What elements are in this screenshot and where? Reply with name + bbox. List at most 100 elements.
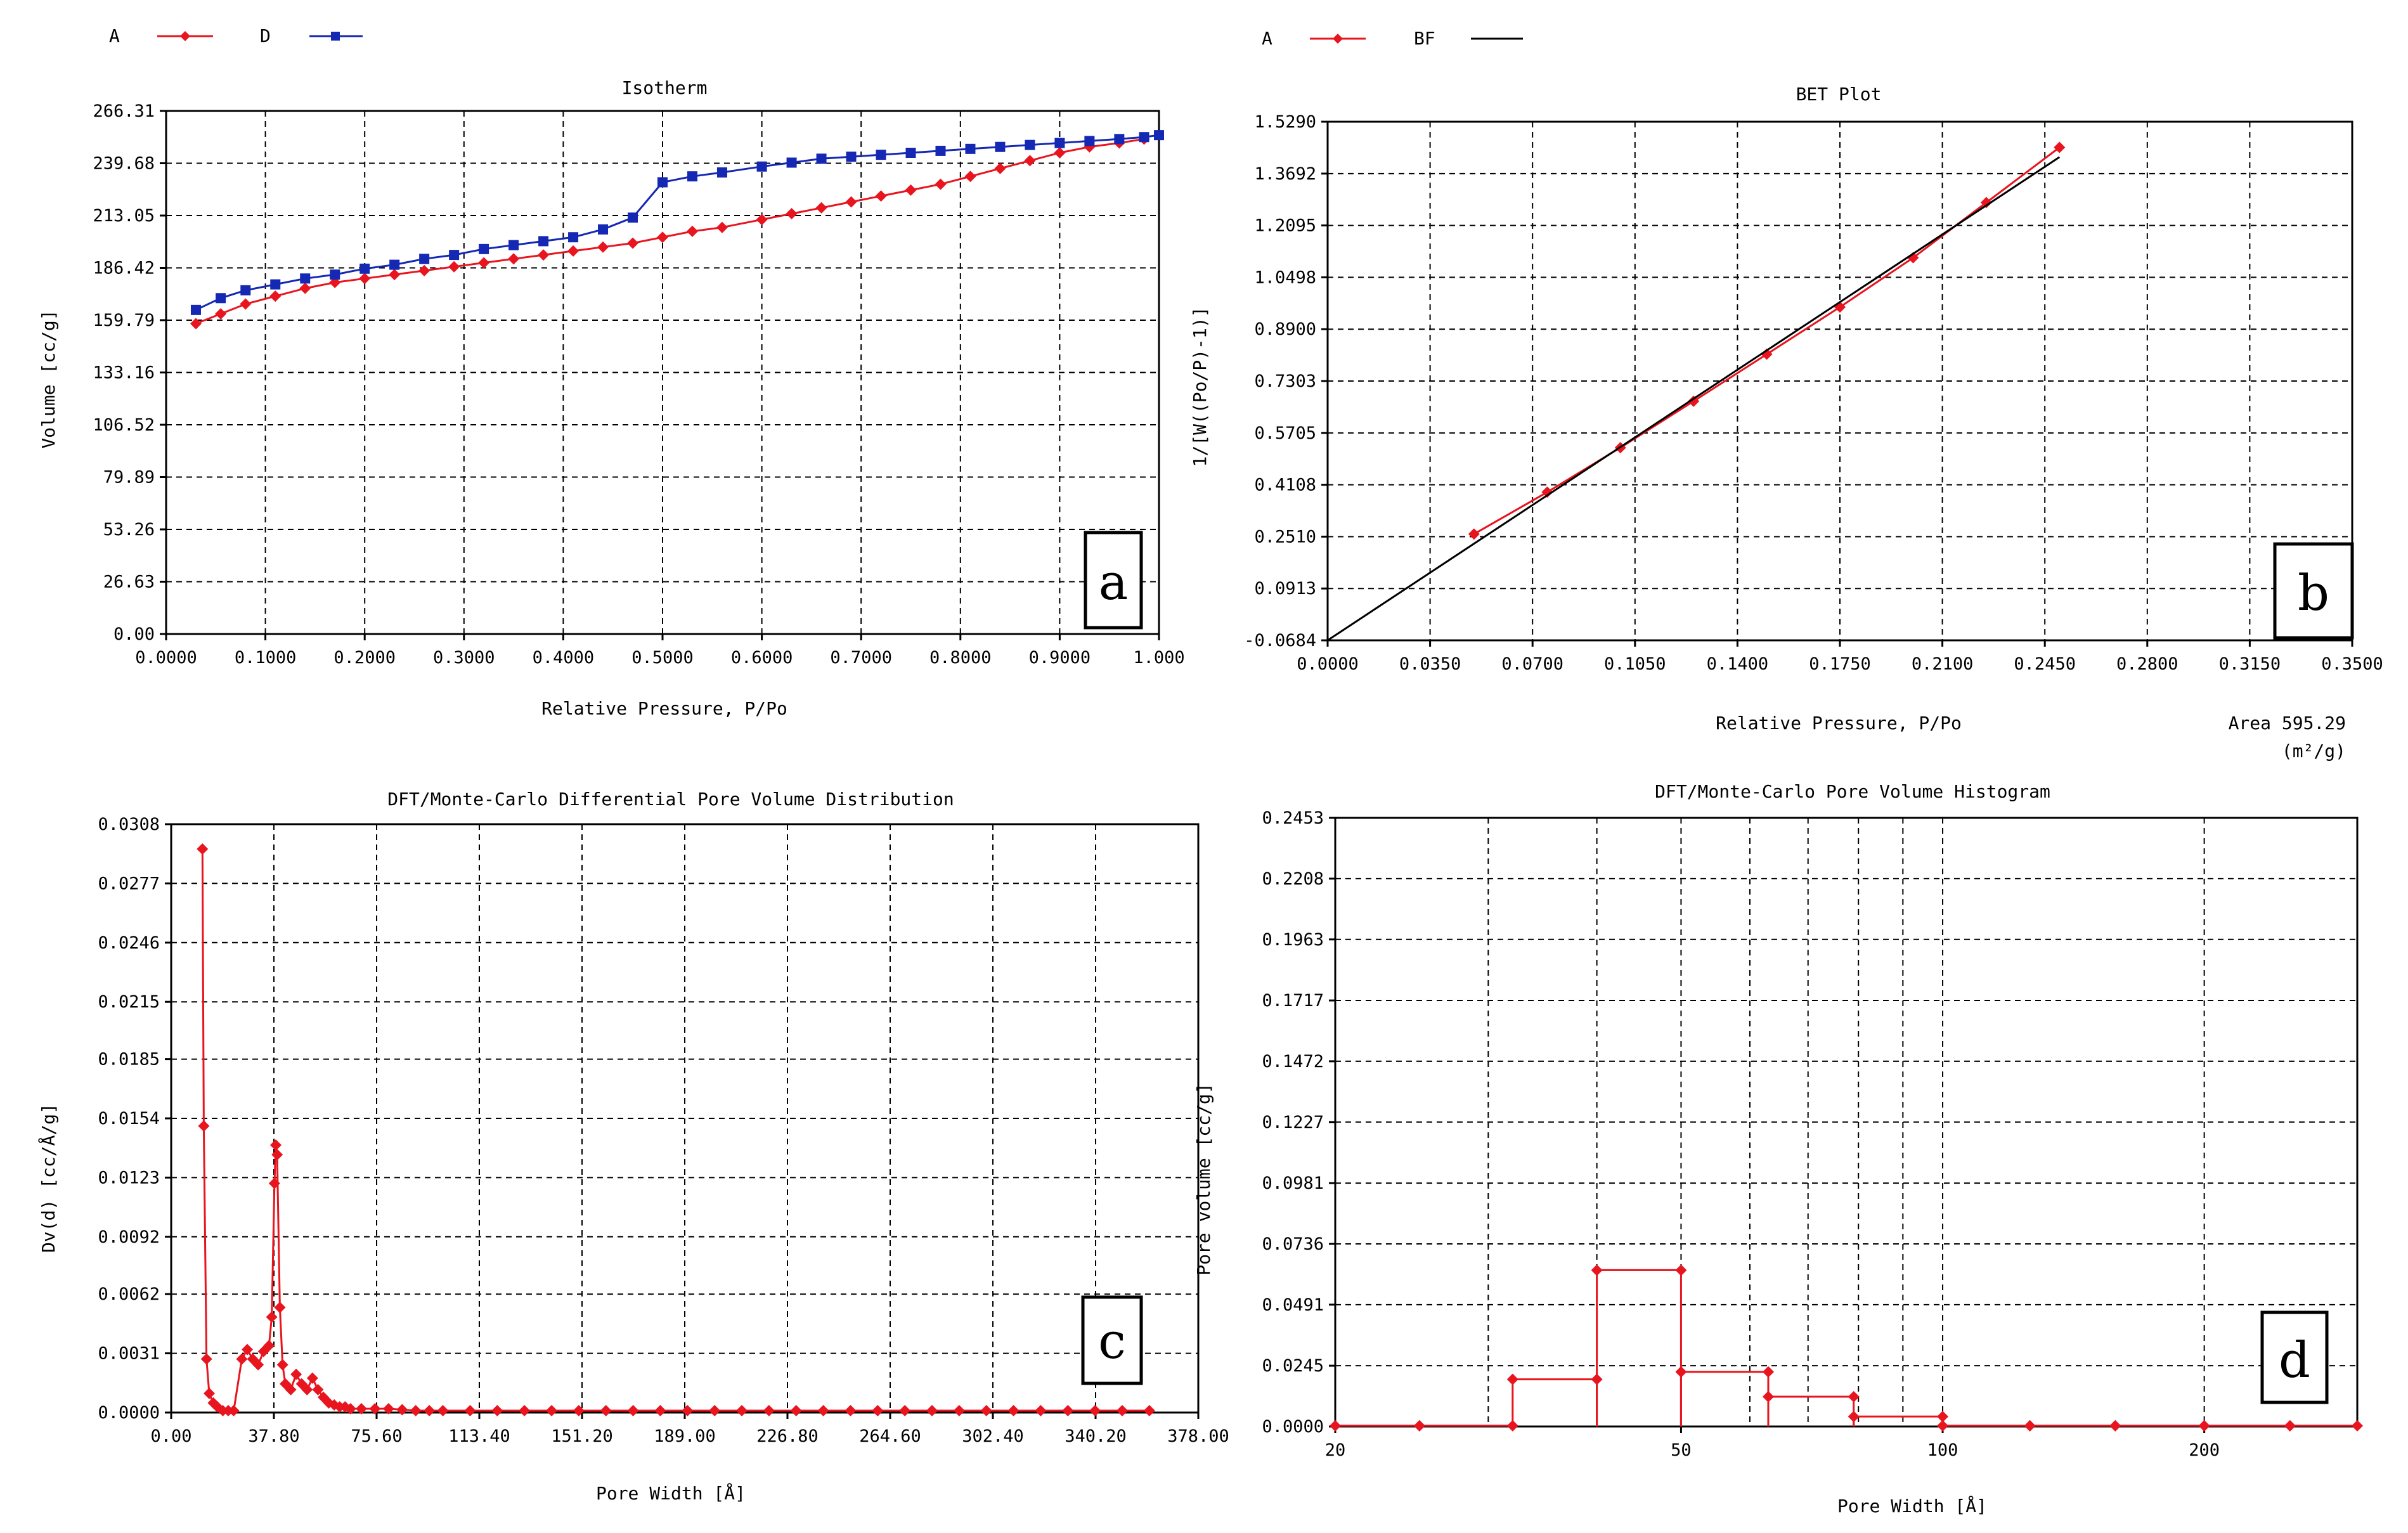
chart-d-ytick-label-1: 0.0245	[1262, 1356, 1324, 1376]
chart-b-xtick-label-10: 0.3500	[2321, 654, 2383, 674]
chart-c-ytick-label-1: 0.0031	[98, 1344, 160, 1364]
chart-c-ytick-label-4: 0.0123	[98, 1168, 160, 1187]
chart-a-series-D-point-29	[1054, 138, 1065, 148]
chart-a-series-A-point-2	[240, 298, 252, 310]
chart-b-xtick-label-0: 0.0000	[1297, 654, 1359, 674]
chart-c-series-A-point-55	[845, 1404, 857, 1416]
chart-c-xtick-label-4: 151.20	[551, 1426, 613, 1446]
chart-a-xtick-label-7: 0.7000	[830, 648, 892, 668]
chart-a-series-D-point-21	[816, 153, 827, 164]
chart-b-ytick-label-7: 1.0498	[1254, 268, 1316, 287]
chart-a-series-D-point-1	[216, 293, 226, 304]
chart-b-ytick-label-6: 0.8900	[1254, 320, 1316, 339]
chart-b-ytick-label-1: 0.0913	[1254, 579, 1316, 598]
legend-a-marker-1	[180, 31, 190, 41]
chart-c-series-A-point-17	[270, 1139, 282, 1151]
chart-a-series-A-point-0	[190, 318, 202, 330]
chart-b-series-A-point-3	[1688, 395, 1700, 407]
chart-c-series-A-point-12	[252, 1359, 264, 1371]
chart-c-series-A-point-37	[396, 1404, 408, 1416]
chart-a-ytick-label-8: 213.05	[93, 206, 155, 226]
chart-a-ylabel: Volume [cc/g]	[38, 309, 59, 448]
chart-d-bin-7-start-marker	[1937, 1420, 1949, 1432]
chart-c-series-A-point-8	[228, 1404, 240, 1416]
chart-b-title: BET Plot	[1796, 84, 1882, 105]
chart-a-series-D-point-33	[1154, 130, 1164, 141]
chart-d-ytick-label-8: 0.1963	[1262, 930, 1324, 950]
chart-c-series-A-point-20	[276, 1359, 288, 1371]
chart-d-ytick-label-6: 0.1472	[1262, 1052, 1324, 1071]
chart-b-series-A-point-8	[2054, 141, 2066, 153]
chart-c-series-A-point-16	[268, 1177, 280, 1189]
chart-a-series-D-point-16	[657, 177, 668, 188]
chart-c-series-A-point-50	[709, 1404, 721, 1416]
chart-d-bin-5-start-marker	[1763, 1391, 1775, 1403]
chart-b-series-A-point-0	[1468, 528, 1480, 540]
chart-c-series-A-point-38	[410, 1404, 422, 1416]
chart-d-ytick-label-10: 0.2453	[1262, 808, 1324, 828]
chart-a-series-D-point-7	[389, 259, 400, 270]
chart-c-ytick-label-9: 0.0277	[98, 874, 160, 893]
chart-c-xlabel: Pore Width [Å]	[596, 1482, 746, 1504]
panel-d-letter: d	[2279, 1332, 2310, 1389]
chart-c-series-A-point-18	[271, 1149, 283, 1161]
chart-a-series-D-point-9	[449, 250, 460, 261]
chart-a-series-D-point-23	[876, 150, 886, 160]
chart-c-series-A-point-40	[437, 1404, 449, 1416]
panel-a-letter: a	[1099, 554, 1129, 611]
chart-a-series-A-point-9	[448, 261, 460, 273]
chart-a-series-A-point-1	[215, 308, 227, 320]
chart-b-xtick-label-7: 0.2450	[2014, 654, 2076, 674]
chart-b-series-A-line	[1473, 146, 2061, 535]
chart-d-ytick-label-3: 0.0736	[1262, 1234, 1324, 1254]
chart-a-series-A-point-24	[905, 184, 917, 196]
chart-d-ylabel: Pore volume [cc/g]	[1193, 1083, 1214, 1275]
chart-a-series-D-point-4	[300, 273, 311, 284]
chart-d-xtick-label-1: 50	[1671, 1440, 1692, 1460]
chart-d-bin-11-start-marker	[2284, 1420, 2296, 1432]
chart-a-series-D-point-17	[687, 171, 697, 182]
chart-c-series-A-point-43	[519, 1404, 531, 1416]
chart-a-series-D-point-28	[1025, 139, 1035, 150]
chart-d-xlabel: Pore Width [Å]	[1837, 1495, 1987, 1517]
chart-a-xtick-label-9: 0.9000	[1029, 648, 1091, 668]
chart-a-series-A-point-8	[418, 264, 430, 276]
chart-c-series-A-point-15	[266, 1311, 278, 1323]
chart-c-series-A-point-63	[1062, 1404, 1074, 1416]
chart-c-plot: 0.00 37.80 75.60 113.40 151.20 189.00 226.80 26…	[98, 815, 1229, 1446]
chart-d-bin-6	[1853, 1415, 1944, 1426]
chart-c-series-A-point-2	[200, 1353, 212, 1365]
chart-a-xtick-label-0: 0.0000	[135, 648, 197, 668]
chart-a-series-A-point-15	[627, 237, 639, 249]
chart-a-series-D-point-3	[270, 279, 281, 290]
panel-b: A BF BET Plot Relative Pressure, P/Po Ar…	[1189, 28, 2383, 761]
chart-c-series-A-point-64	[1089, 1404, 1101, 1416]
chart-c-series-A-point-9	[236, 1353, 248, 1365]
chart-a-series-D-point-8	[419, 254, 430, 264]
chart-c-xtick-label-10: 378.00	[1167, 1426, 1229, 1446]
chart-a-ytick-label-6: 159.79	[93, 311, 155, 330]
chart-d-xtick-label-0: 20	[1325, 1440, 1346, 1460]
chart-b-ytick-label-10: 1.5290	[1254, 112, 1316, 132]
chart-a-xlabel: Relative Pressure, P/Po	[541, 698, 787, 719]
chart-c-series-A-point-34	[356, 1402, 367, 1414]
chart-a-series-D-point-27	[995, 141, 1006, 152]
chart-a-series-A-point-13	[567, 245, 579, 257]
chart-a-xtick-label-3: 0.3000	[433, 648, 495, 668]
panel-b-letter: b	[2298, 565, 2329, 622]
chart-c-series-A-point-65	[1117, 1404, 1128, 1416]
chart-d-bin-1-start-marker	[1413, 1420, 1425, 1432]
chart-a-series-D-line	[195, 134, 1160, 311]
chart-a-series-D-point-14	[598, 224, 609, 235]
chart-c-series-A-point-56	[872, 1404, 884, 1416]
panel-c-letter-box: c	[1081, 1295, 1143, 1385]
chart-c-ytick-label-10: 0.0308	[98, 815, 160, 834]
chart-a-series-A-point-12	[538, 249, 550, 261]
chart-a-series-D-point-13	[568, 232, 579, 243]
panel-a: A D Isotherm Relative Pressure, P/Po Vol…	[38, 25, 1185, 719]
chart-c-series-A-point-54	[817, 1404, 829, 1416]
legend-a-marker-2	[331, 32, 340, 41]
panel-d-letter-box: d	[2260, 1310, 2329, 1404]
chart-a-series-A-point-11	[508, 253, 520, 265]
chart-c-ytick-label-8: 0.0246	[98, 933, 160, 953]
